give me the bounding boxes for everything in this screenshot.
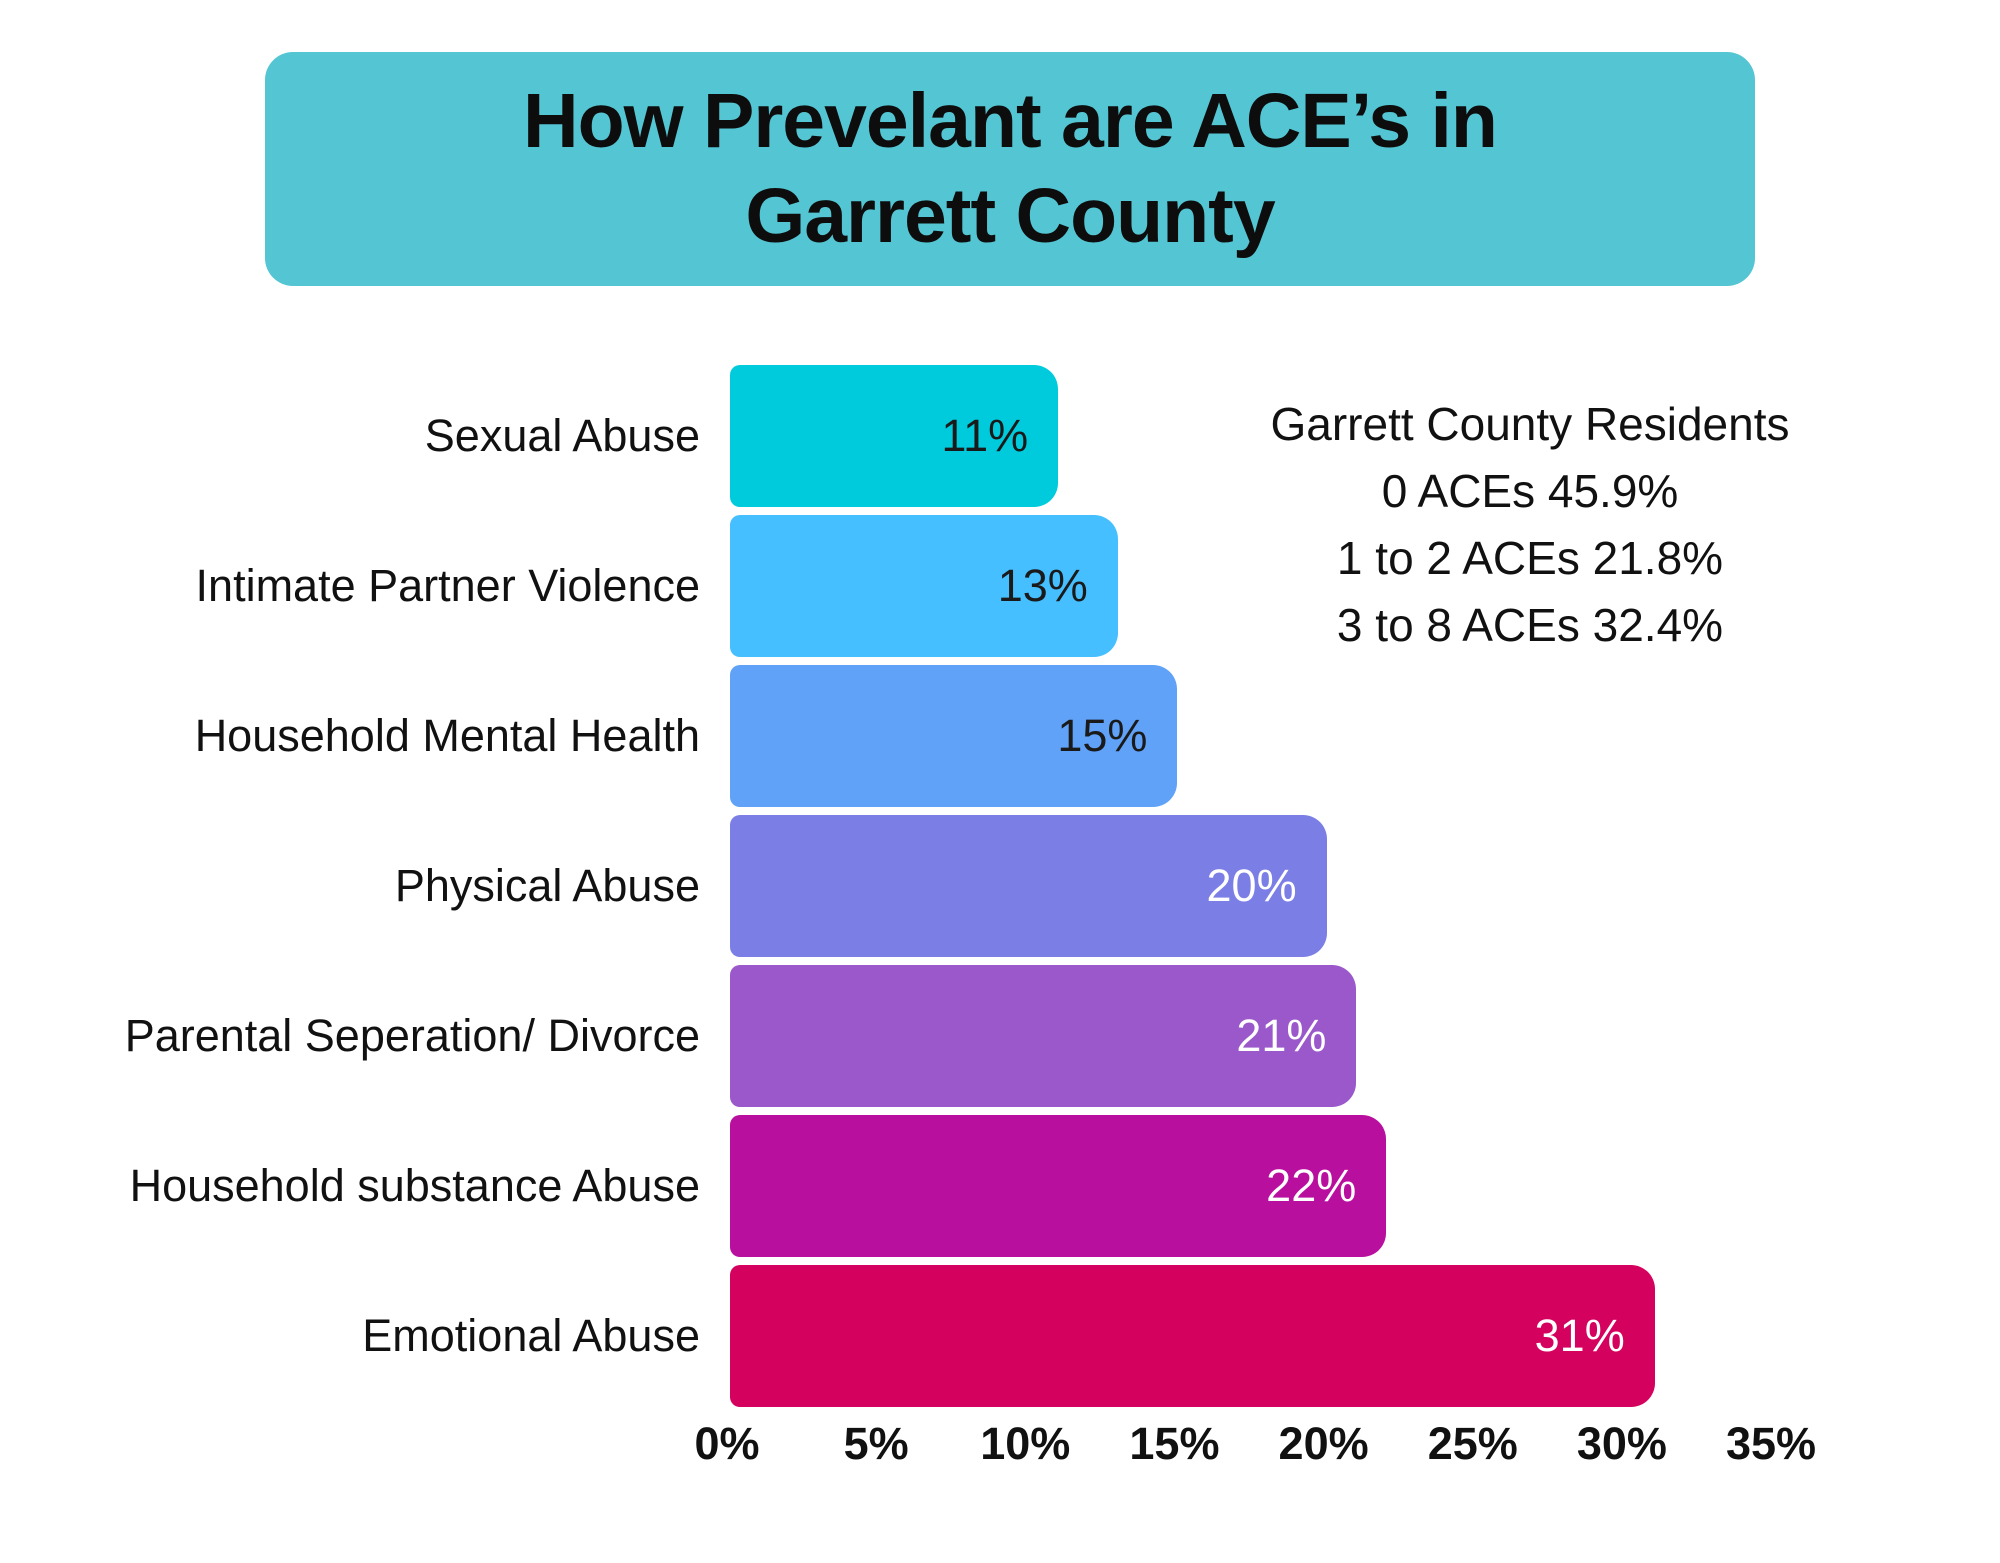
- chart-row: Physical Abuse 20%: [0, 815, 2000, 957]
- category-label-physical-abuse: Physical Abuse: [394, 860, 700, 911]
- x-axis-tick: 15%: [1129, 1418, 1220, 1469]
- annotation-line: Garrett County Residents: [1270, 398, 1790, 450]
- category-label-household-substance-abuse: Household substance Abuse: [129, 1160, 700, 1211]
- bar-intimate-partner-violence: 13%: [730, 515, 1118, 657]
- value-label: 22%: [1266, 1160, 1357, 1211]
- x-axis: 0% 5% 10% 15% 20% 25% 30% 35%: [0, 1418, 2000, 1478]
- x-axis-tick: 0%: [694, 1418, 760, 1469]
- x-axis-tick: 5%: [843, 1418, 909, 1469]
- bar-chart: Sexual Abuse 11% Intimate Partner Violen…: [0, 365, 2000, 1415]
- annotation-line: 0 ACEs 45.9%: [1381, 465, 1679, 517]
- chart-row: Household substance Abuse 22%: [0, 1115, 2000, 1257]
- bar-household-mental-health: 15%: [730, 665, 1178, 807]
- annotation-line: 3 to 8 ACEs 32.4%: [1336, 599, 1724, 651]
- value-label: 11%: [941, 410, 1029, 461]
- x-axis-tick: 10%: [980, 1418, 1071, 1469]
- x-axis-tick: 25%: [1427, 1418, 1518, 1469]
- x-axis-tick: 35%: [1726, 1418, 1817, 1469]
- value-label: 31%: [1534, 1310, 1625, 1361]
- value-label: 21%: [1236, 1010, 1327, 1061]
- category-label-parental-seperation-divorce: Parental Seperation/ Divorce: [124, 1010, 700, 1061]
- page-title: How Prevelant are ACE’s in Garrett County: [523, 74, 1498, 265]
- bar-sexual-abuse: 11%: [730, 365, 1059, 507]
- value-label: 13%: [997, 560, 1088, 611]
- x-axis-tick: 20%: [1278, 1418, 1369, 1469]
- chart-row: Sexual Abuse 11%: [0, 365, 2000, 507]
- chart-row: Intimate Partner Violence 13%: [0, 515, 2000, 657]
- title-line-1: How Prevelant are ACE’s in: [523, 77, 1498, 164]
- x-axis-tick: 30%: [1576, 1418, 1667, 1469]
- value-label: 20%: [1206, 860, 1297, 911]
- category-label-emotional-abuse: Emotional Abuse: [362, 1310, 700, 1361]
- bar-emotional-abuse: 31%: [730, 1265, 1655, 1407]
- annotation-line: 1 to 2 ACEs 21.8%: [1336, 532, 1724, 584]
- bar-household-substance-abuse: 22%: [730, 1115, 1387, 1257]
- title-banner: How Prevelant are ACE’s in Garrett County: [265, 52, 1755, 286]
- chart-row: Parental Seperation/ Divorce 21%: [0, 965, 2000, 1107]
- chart-row: Household Mental Health 15%: [0, 665, 2000, 807]
- title-line-2: Garrett County: [745, 173, 1275, 259]
- value-label: 15%: [1057, 710, 1148, 761]
- bar-physical-abuse: 20%: [730, 815, 1327, 957]
- bar-parental-seperation-divorce: 21%: [730, 965, 1357, 1107]
- category-label-intimate-partner-violence: Intimate Partner Violence: [195, 560, 700, 611]
- annotation-block: Garrett County Residents 0 ACEs 45.9% 1 …: [1180, 391, 1880, 659]
- chart-row: Emotional Abuse 31%: [0, 1265, 2000, 1407]
- category-label-household-mental-health: Household Mental Health: [194, 710, 700, 761]
- category-label-sexual-abuse: Sexual Abuse: [424, 410, 700, 461]
